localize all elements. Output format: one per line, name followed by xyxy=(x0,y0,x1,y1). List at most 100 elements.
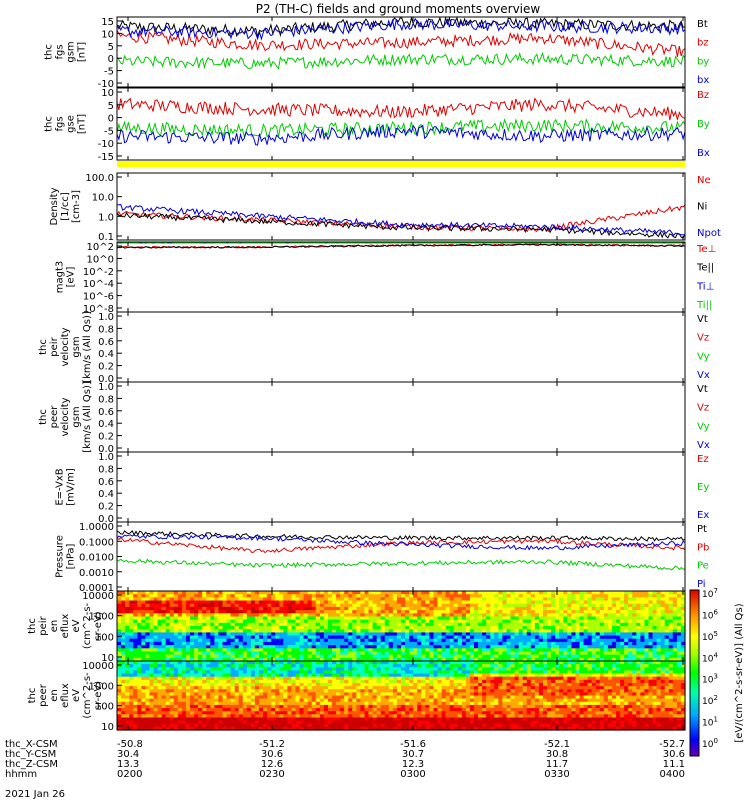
heatmap-cell xyxy=(409,676,414,681)
heatmap-cell xyxy=(177,704,183,709)
heatmap-cell xyxy=(526,606,532,611)
heatmap-cell xyxy=(202,701,207,706)
heatmap-cell xyxy=(198,641,203,646)
heatmap-cell xyxy=(502,616,508,621)
heatmap-cell xyxy=(534,613,540,618)
heatmap-cell xyxy=(474,600,479,605)
heatmap-cell xyxy=(672,594,678,598)
heatmap-cell xyxy=(340,638,345,643)
heatmap-cell xyxy=(595,632,601,637)
heatmap-cell xyxy=(328,606,333,611)
heatmap-cell xyxy=(388,654,394,659)
heatmap-cell xyxy=(169,692,175,697)
heatmap-cell xyxy=(409,673,414,678)
heatmap-cell xyxy=(181,661,187,665)
heatmap-cell xyxy=(599,648,605,653)
heatmap-cell xyxy=(246,616,252,621)
heatmap-cell xyxy=(340,676,345,681)
heatmap-cell xyxy=(388,606,394,611)
heatmap-cell xyxy=(210,597,215,602)
heatmap-cell xyxy=(259,683,264,687)
heatmap-cell xyxy=(117,720,122,725)
heatmap-cell xyxy=(186,657,191,662)
heatmap-cell xyxy=(157,708,163,712)
heatmap-cell xyxy=(165,711,171,715)
heatmap-cell xyxy=(250,692,256,697)
heatmap-cell xyxy=(401,667,406,671)
heatmap-cell xyxy=(380,698,386,703)
heatmap-cell xyxy=(218,673,224,678)
heatmap-cell xyxy=(510,657,516,662)
heatmap-cell xyxy=(319,689,325,693)
heatmap-cell xyxy=(263,692,268,697)
heatmap-cell xyxy=(125,704,130,709)
heatmap-cell xyxy=(388,714,394,718)
heatmap-cell xyxy=(177,720,183,725)
heatmap-cell xyxy=(510,632,516,637)
heatmap-cell xyxy=(417,638,422,643)
heatmap-cell xyxy=(620,651,625,656)
heatmap-cell xyxy=(417,597,422,602)
heatmap-cell xyxy=(498,648,504,653)
heatmap-cell xyxy=(672,622,678,627)
heatmap-cell xyxy=(186,673,191,678)
heatmap-cell xyxy=(214,638,220,643)
heatmap-cell xyxy=(259,714,264,718)
heatmap-cell xyxy=(368,664,374,668)
heatmap-cell xyxy=(417,619,422,624)
heatmap-cell xyxy=(121,648,126,653)
heatmap-cell xyxy=(494,626,499,630)
heatmap-cell xyxy=(405,698,410,703)
heatmap-cell xyxy=(583,616,589,621)
heatmap-cell xyxy=(518,651,524,656)
heatmap-cell xyxy=(190,692,195,697)
heatmap-cell xyxy=(299,654,305,659)
heatmap-cell xyxy=(429,600,435,605)
heatmap-cell xyxy=(417,594,422,598)
heatmap-cell xyxy=(181,648,187,653)
heatmap-cell xyxy=(644,651,650,656)
heatmap-cell xyxy=(494,635,499,640)
heatmap-cell xyxy=(242,657,248,662)
heatmap-cell xyxy=(474,629,479,633)
heatmap-cell xyxy=(117,717,122,722)
heatmap-cell xyxy=(567,657,572,662)
heatmap-cell xyxy=(234,638,240,643)
heatmap-cell xyxy=(323,626,329,630)
heatmap-cell xyxy=(246,594,252,598)
heatmap-cell xyxy=(437,632,443,637)
heatmap-cell xyxy=(571,635,577,640)
heatmap-cell xyxy=(328,591,333,595)
heatmap-cell xyxy=(494,613,499,618)
heatmap-cell xyxy=(202,597,207,602)
heatmap-cell xyxy=(396,689,402,693)
heatmap-cell xyxy=(157,645,163,649)
heatmap-cell xyxy=(482,657,487,662)
heatmap-cell xyxy=(417,606,422,611)
heatmap-cell xyxy=(238,711,244,715)
heatmap-cell xyxy=(409,720,414,725)
heatmap-cell xyxy=(137,704,142,709)
heatmap-cell xyxy=(181,692,187,697)
heatmap-cell xyxy=(336,686,341,690)
heatmap-cell xyxy=(303,714,309,718)
heatmap-cell xyxy=(352,723,357,728)
heatmap-cell xyxy=(595,600,601,605)
heatmap-cell xyxy=(165,648,171,653)
heatmap-cell xyxy=(401,692,406,697)
heatmap-cell xyxy=(186,686,191,690)
heatmap-cell xyxy=(291,723,297,728)
heatmap-cell xyxy=(202,648,207,653)
heatmap-cell xyxy=(652,635,658,640)
heatmap-cell xyxy=(271,692,276,697)
heatmap-cell xyxy=(591,591,597,595)
heatmap-cell xyxy=(234,645,240,649)
heatmap-cell xyxy=(328,711,333,715)
heatmap-cell xyxy=(340,629,345,633)
heatmap-cell xyxy=(137,717,142,722)
heatmap-cell xyxy=(664,613,670,618)
heatmap-cell xyxy=(632,632,637,637)
heatmap-cell xyxy=(214,720,220,725)
heatmap-cell xyxy=(457,606,463,611)
heatmap-cell xyxy=(287,638,293,643)
